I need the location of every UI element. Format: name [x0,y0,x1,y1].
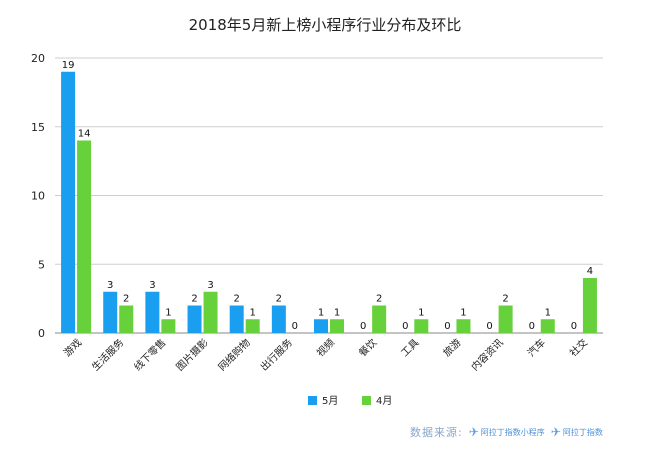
x-tick-label: 餐饮 [356,336,379,359]
source-logo-1-text: 阿拉丁指数小程序 [480,427,545,437]
data-label: 0 [571,321,577,332]
source-logo-2-text: 阿拉丁指数 [562,427,603,437]
data-label: 1 [250,307,256,318]
data-label: 2 [376,294,382,305]
data-label: 1 [318,307,324,318]
legend-swatch[interactable] [308,396,317,405]
bar[interactable] [372,305,387,334]
chart-title: 2018年5月新上榜小程序行业分布及环比 [189,16,462,34]
bar[interactable] [456,319,471,333]
data-label: 0 [360,321,366,332]
bar[interactable] [187,305,202,334]
data-label: 3 [207,280,213,291]
x-tick-label: 线下零售 [131,336,168,373]
data-label: 0 [486,321,492,332]
y-axis: 0 5 10 15 20 [31,52,45,340]
data-label: 1 [334,307,340,318]
source-logo-2[interactable]: ✈ 阿拉丁指数 [551,425,603,439]
x-tick-label: 生活服务 [89,336,126,373]
y-tick-label: 15 [31,121,45,134]
x-tick-label: 出行服务 [257,336,294,373]
bar[interactable] [77,140,92,334]
data-label: 0 [292,321,298,332]
y-tick-label: 20 [31,52,45,65]
grid [55,57,603,334]
data-label: 1 [418,307,424,318]
bar[interactable] [61,71,76,333]
data-label: 19 [62,60,75,71]
data-source: 数据来源: ✈ 阿拉丁指数小程序 ✈ 阿拉丁指数 [410,424,603,440]
y-tick-label: 10 [31,190,45,203]
y-tick-label: 5 [38,258,45,271]
bar[interactable] [314,319,328,333]
x-tick-label: 视频 [314,336,337,359]
bar[interactable] [330,319,344,333]
x-tick-label: 网络购物 [215,336,252,373]
data-label: 1 [545,307,551,318]
data-label: 14 [78,129,91,140]
bar[interactable] [103,291,118,333]
bars [61,71,597,334]
bar[interactable] [119,305,134,334]
legend-label[interactable]: 5月 [322,395,338,407]
data-label: 1 [165,307,171,318]
data-label: 3 [149,280,155,291]
data-label: 2 [191,294,197,305]
data-label: 0 [444,321,450,332]
x-tick-label: 游戏 [61,336,84,359]
aladdin-index-logo-icon: ✈ [550,425,561,439]
bar[interactable] [582,278,597,333]
data-label: 2 [234,294,240,305]
x-tick-label: 汽车 [525,336,548,359]
bar[interactable] [498,305,513,334]
legend[interactable]: 5月 4月 [308,395,392,407]
bar[interactable] [414,319,429,333]
x-axis: 游戏 生活服务 线下零售 图片摄影 网络购物 出行服务 视频 餐饮 工具 旅游 内容资讯 汽车 社交 [61,336,590,373]
bar[interactable] [161,319,176,333]
x-tick-label: 工具 [399,337,422,360]
aladdin-logo-icon: ✈ [468,425,479,439]
data-label: 0 [529,321,535,332]
bar[interactable] [271,305,286,334]
legend-swatch[interactable] [362,396,371,405]
x-tick-label: 图片摄影 [173,336,210,373]
legend-label[interactable]: 4月 [376,395,392,407]
x-tick-label: 内容资讯 [468,336,505,373]
data-label: 0 [402,321,408,332]
bar[interactable] [245,319,260,333]
y-tick-label: 0 [38,327,45,340]
data-label: 4 [587,266,593,277]
bar[interactable] [540,319,555,333]
source-label: 数据来源: [410,426,463,439]
x-tick-label: 旅游 [440,336,463,359]
bar[interactable] [203,291,218,333]
bar[interactable] [145,291,160,333]
data-label: 3 [107,280,113,291]
data-label: 2 [276,294,282,305]
x-tick-label: 社交 [567,336,590,359]
bar[interactable] [229,305,244,334]
data-label: 2 [502,294,508,305]
data-label: 2 [123,294,129,305]
source-logo-1[interactable]: ✈ 阿拉丁指数小程序 [469,425,545,439]
data-label: 1 [460,307,466,318]
